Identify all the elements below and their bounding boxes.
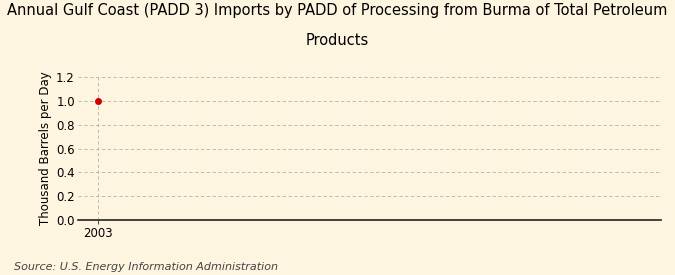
Y-axis label: Thousand Barrels per Day: Thousand Barrels per Day (39, 72, 52, 225)
Text: Source: U.S. Energy Information Administration: Source: U.S. Energy Information Administ… (14, 262, 277, 272)
Text: Products: Products (306, 33, 369, 48)
Text: Annual Gulf Coast (PADD 3) Imports by PADD of Processing from Burma of Total Pet: Annual Gulf Coast (PADD 3) Imports by PA… (7, 3, 668, 18)
